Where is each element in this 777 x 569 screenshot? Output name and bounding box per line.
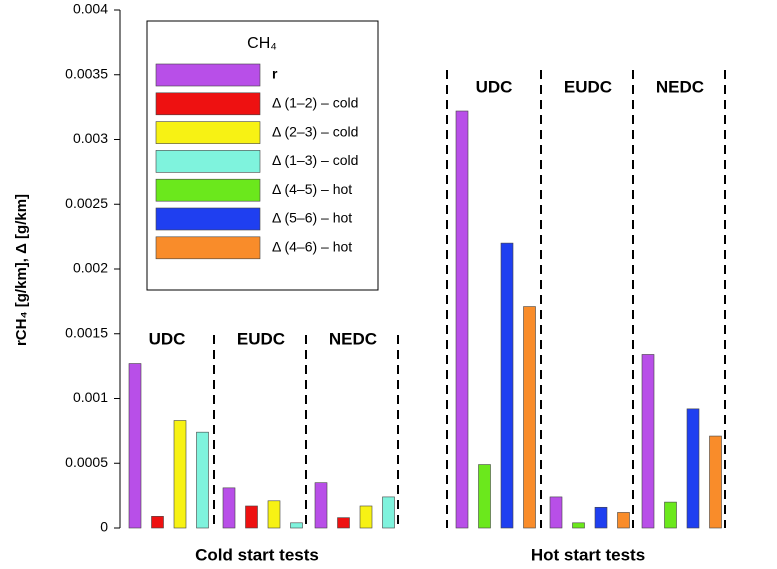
legend-label: Δ (5–6) – hot bbox=[272, 210, 352, 226]
y-tick-label: 0.0005 bbox=[65, 454, 108, 470]
category-label: NEDC bbox=[656, 77, 704, 96]
legend-label: Δ (4–5) – hot bbox=[272, 181, 352, 197]
bar bbox=[523, 306, 536, 529]
y-tick-label: 0.004 bbox=[73, 1, 108, 17]
bar bbox=[173, 420, 187, 529]
y-tick-label: 0.003 bbox=[73, 130, 108, 146]
legend-label: Δ (1–3) – cold bbox=[272, 152, 358, 168]
y-axis-label: rCH₄ [g/km], Δ [g/km] bbox=[13, 194, 30, 346]
bar bbox=[267, 500, 281, 529]
category-label: UDC bbox=[149, 329, 186, 348]
bar bbox=[337, 517, 350, 529]
bar bbox=[382, 496, 395, 529]
bar bbox=[455, 110, 469, 529]
category-label: EUDC bbox=[564, 77, 612, 96]
y-tick-label: 0.0035 bbox=[65, 65, 108, 81]
bar bbox=[290, 522, 303, 529]
y-tick-label: 0.002 bbox=[73, 260, 108, 276]
bar bbox=[686, 408, 700, 529]
bar bbox=[314, 482, 328, 529]
legend-swatch bbox=[155, 92, 261, 116]
bar bbox=[594, 506, 608, 529]
legend-title: CH₄ bbox=[247, 35, 277, 52]
bar bbox=[641, 354, 655, 529]
legend-swatch bbox=[155, 121, 261, 144]
legend-label: Δ (2–3) – cold bbox=[272, 123, 358, 139]
bar bbox=[128, 363, 142, 529]
bar bbox=[549, 496, 563, 529]
legend-swatch bbox=[155, 178, 261, 202]
group-label: Hot start tests bbox=[531, 545, 645, 564]
bar bbox=[617, 512, 630, 529]
legend-swatch bbox=[155, 236, 261, 260]
bar bbox=[709, 435, 722, 529]
bar bbox=[359, 505, 373, 529]
y-tick-label: 0.001 bbox=[73, 389, 108, 405]
legend-swatch bbox=[155, 207, 261, 231]
category-label: NEDC bbox=[329, 329, 377, 348]
legend-swatch bbox=[155, 150, 261, 173]
y-tick-label: 0.0025 bbox=[65, 195, 108, 211]
category-label: EUDC bbox=[237, 329, 285, 348]
bar bbox=[664, 501, 677, 529]
legend-label: Δ (4–6) – hot bbox=[272, 239, 352, 255]
y-tick-label: 0.0015 bbox=[65, 324, 108, 340]
y-tick-label: 0 bbox=[100, 519, 108, 535]
legend-swatch bbox=[155, 63, 261, 87]
legend-label: Δ (1–2) – cold bbox=[272, 95, 358, 111]
legend-label: r bbox=[272, 66, 278, 82]
bar bbox=[478, 464, 491, 529]
bar bbox=[500, 242, 514, 529]
bar bbox=[222, 487, 236, 529]
bar bbox=[196, 431, 209, 529]
bar bbox=[245, 505, 258, 529]
category-label: UDC bbox=[476, 77, 513, 96]
bar bbox=[572, 522, 585, 529]
group-label: Cold start tests bbox=[195, 545, 319, 564]
bar bbox=[151, 516, 164, 529]
